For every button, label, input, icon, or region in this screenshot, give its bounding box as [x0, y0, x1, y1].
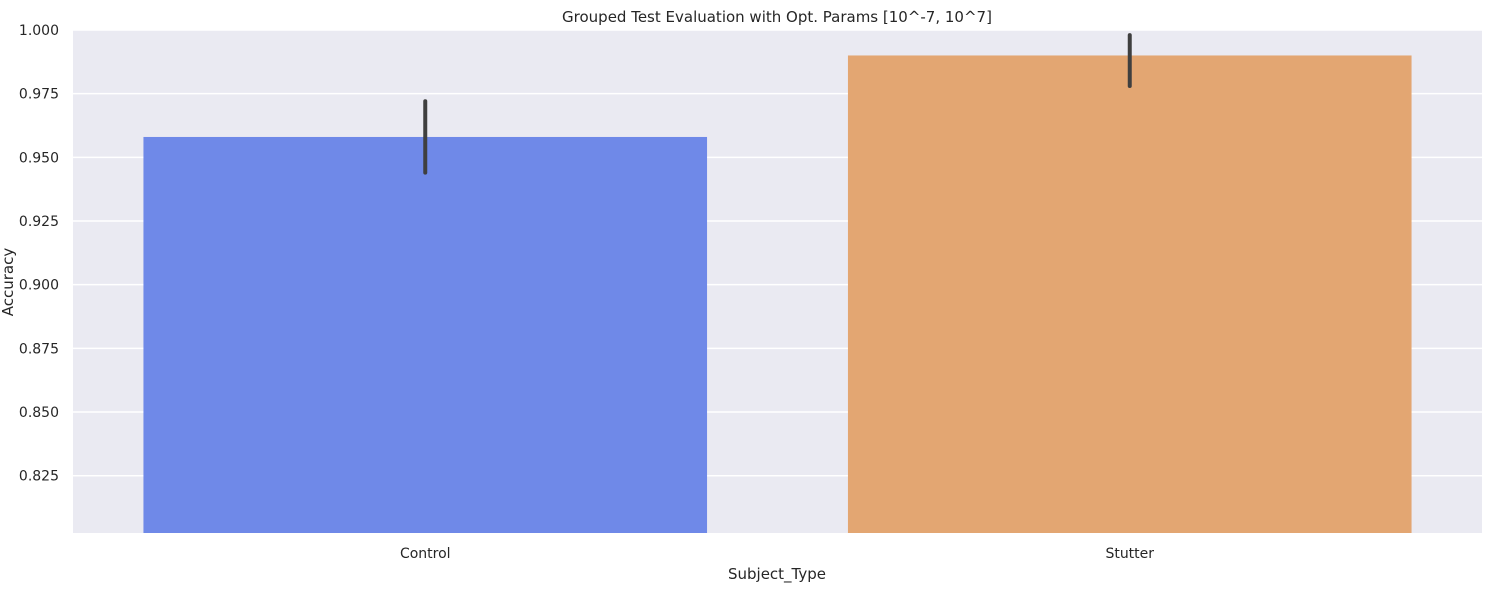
x-axis-label: Subject_Type [728, 565, 826, 584]
bar-control [143, 136, 708, 533]
bar-stutter [847, 55, 1412, 533]
x-tick-label: Stutter [1105, 546, 1154, 562]
y-tick-label: 0.925 [19, 214, 59, 230]
y-tick-label: 0.850 [19, 405, 59, 421]
y-tick-label: 0.950 [19, 150, 59, 166]
y-axis-label: Accuracy [0, 248, 17, 317]
bars [143, 55, 1412, 533]
chart-title: Grouped Test Evaluation with Opt. Params… [562, 8, 992, 26]
y-axis-ticks: 0.825 0.850 0.875 0.900 0.925 0.950 0.975 1.000 [19, 23, 59, 485]
y-tick-label: 0.825 [19, 469, 59, 485]
x-tick-label: Control [400, 546, 451, 562]
x-axis-ticks: Control Stutter [400, 546, 1154, 562]
y-tick-label: 0.975 [19, 87, 59, 103]
y-tick-label: 0.900 [19, 278, 59, 294]
y-tick-label: 0.875 [19, 341, 59, 357]
error-bars [423, 33, 1132, 175]
y-tick-label: 1.000 [19, 23, 59, 39]
